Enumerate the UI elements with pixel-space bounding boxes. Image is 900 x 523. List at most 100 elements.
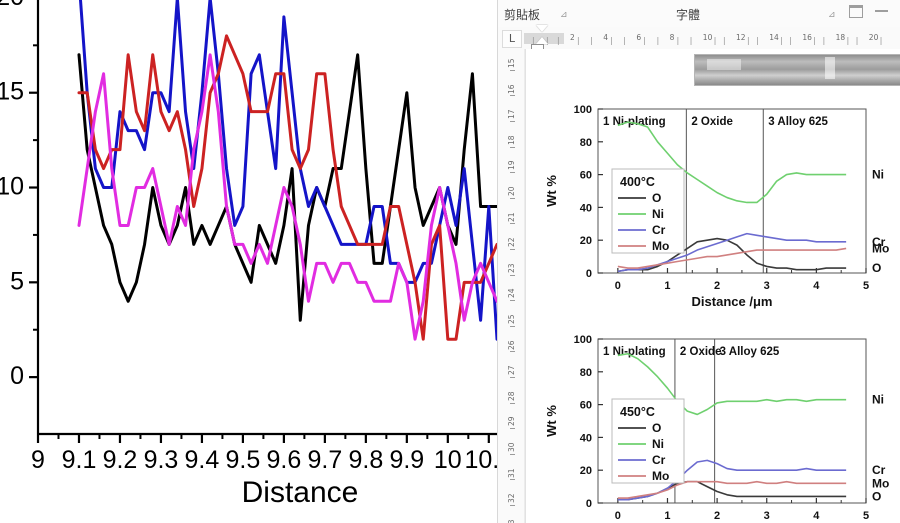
ruler-tick [510,377,515,378]
ruler-number: 19 [507,160,516,171]
legend-label-Mo: Mo [652,239,669,253]
svg-text:9: 9 [31,446,45,474]
vertical-ruler[interactable]: 15 16 17 18 19 20 21 22 23 24 25 26 27 28 29 30 31 32 33 [498,49,525,523]
ruler-tick: | [623,36,626,45]
region-label: 2 Oxide [691,116,733,128]
svg-text:100: 100 [574,104,592,116]
ruler-tick: | [557,36,560,45]
ruler-tick [510,274,515,276]
ruler-tick: | [879,36,883,45]
series-red-series [77,34,497,341]
ruler-number: 29 [507,416,516,427]
ruler-number: 15 [507,58,516,68]
ruler-number: 12 [736,33,746,42]
series-Mo [617,247,847,269]
hanging-indent-marker[interactable] [536,37,548,44]
ruler-number: 31 [507,468,516,478]
series-Mo [617,480,847,499]
tab-stop-selector[interactable]: L [502,30,522,48]
ruler-number: 17 [507,109,516,120]
ruler-tick [510,223,515,225]
ruler-tick [510,428,515,430]
svg-text:9.3: 9.3 [144,446,179,474]
ribbon-group-font[interactable]: 字體 [676,8,701,22]
ruler-tick: | [577,36,580,45]
svg-text:9.2: 9.2 [103,446,138,474]
ruler-tick: | [846,36,850,45]
ruler-number: 28 [507,391,516,401]
svg-text:80: 80 [580,137,592,149]
ruler-tick: | [656,36,660,45]
minimize-window-icon[interactable] [871,4,893,18]
plot-frame [597,338,867,504]
ruler-tick: | [532,36,535,45]
ribbon-group-clipboard[interactable]: 剪貼板 [504,8,541,22]
ruler-tick: | [689,36,693,45]
svg-text:100: 100 [574,334,592,346]
ruler-number: 26 [507,340,516,350]
y-axis-title: Wt % [544,405,559,437]
ruler-tick [510,479,515,481]
window-controls [837,0,897,22]
legend-title: 400°C [620,175,655,189]
figure-400c[interactable]: 0 20 40 60 80 100 0 1 2 3 4 5 Distance /μm Wt % 1 Ni-p… [536,91,892,316]
svg-text:1: 1 [664,280,670,292]
ruler-number: 6 [636,33,642,42]
ruler-tick [510,69,515,71]
ruler-tick: | [590,36,593,45]
svg-text:5: 5 [863,510,869,522]
svg-text:60: 60 [580,400,592,412]
ruler-number: 32 [507,493,516,504]
ruler-tick [510,121,515,122]
svg-text:20: 20 [0,0,24,11]
end-label-Cr: Cr [872,235,886,249]
plot-frame [597,108,867,274]
svg-text:20: 20 [580,465,592,477]
svg-text:10: 10 [0,173,24,201]
restore-window-icon[interactable] [845,4,867,18]
sem-image[interactable] [694,54,900,86]
legend-label-Mo: Mo [652,469,669,483]
ruler-tick: | [610,36,613,45]
series-Ni [617,121,847,204]
svg-text:0: 0 [10,362,24,390]
end-label-Mo: Mo [872,476,889,490]
svg-text:15: 15 [0,78,24,106]
ruler-number: 27 [507,365,516,376]
svg-text:10: 10 [434,446,462,474]
ruler-tick [510,402,515,404]
ruler-tick: | [713,36,717,45]
end-label-O: O [872,489,881,503]
ruler-number: 20 [507,186,516,196]
horizontal-ruler[interactable]: L | 2 | | 4 | | 6 | | 8 | | 10 | | 12 | | 14 | | 16 | | 18 | | 20 | | | [498,25,900,52]
svg-text:9.9: 9.9 [389,446,424,474]
ruler-tick [510,351,515,353]
figure-400c-svg: 0 20 40 60 80 100 0 1 2 3 4 5 Distance /μm Wt % 1 Ni-p… [544,104,889,309]
horizontal-ruler-band[interactable]: | 2 | | 4 | | 6 | | 8 | | 10 | | 12 | | 14 | | 16 | | 18 | | 20 | | | [524,31,899,45]
ruler-tick [510,325,515,327]
ruler-number: 23 [507,263,516,273]
ruler-number: 14 [769,33,779,42]
region-label: 3 Alloy 625 [768,116,828,128]
legend-title: 450°C [620,405,655,419]
svg-text:80: 80 [580,367,592,379]
clipboard-dialog-launcher-icon[interactable]: ⊿ [560,9,568,19]
first-line-indent-marker[interactable] [536,25,548,32]
ruler-tick: | [855,36,859,45]
svg-text:10.1: 10.1 [464,446,497,474]
font-dialog-launcher-icon[interactable]: ⊿ [828,9,836,19]
svg-text:0: 0 [615,280,621,292]
ruler-tick: | [747,36,750,45]
ruler-tick: | [723,36,726,45]
end-label-Mo: Mo [872,241,889,255]
legend-label-Cr: Cr [652,223,666,237]
ruler-tick [510,249,515,250]
ruler-number: 25 [507,314,516,324]
ruler-tick [510,197,515,199]
series-blue-series [78,0,497,341]
document-page[interactable]: 0 20 40 60 80 100 0 1 2 3 4 5 Distance /μm Wt % 1 Ni-p… [525,49,900,523]
ruler-tick [510,95,515,97]
svg-text:9.8: 9.8 [348,446,383,474]
ruler-tick [510,300,515,302]
